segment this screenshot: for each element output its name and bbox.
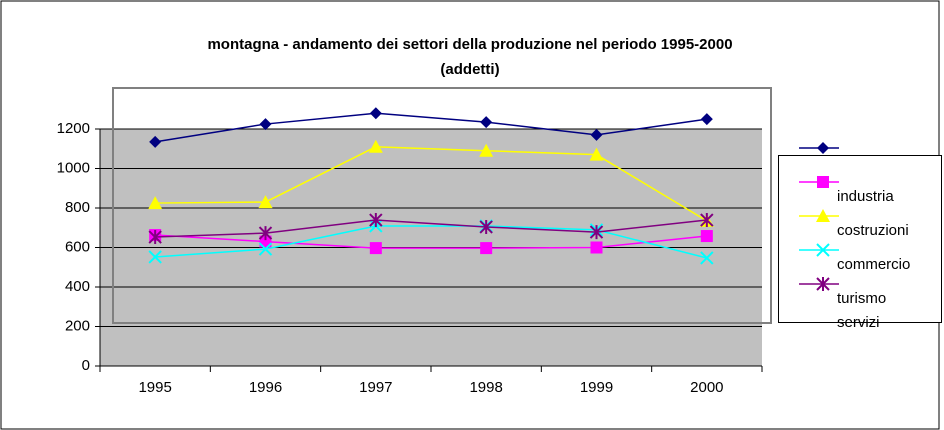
y-tick-label: 600 — [65, 238, 90, 255]
marker — [817, 176, 829, 188]
marker — [479, 143, 494, 157]
legend-label: industria — [837, 188, 894, 205]
frame-outline — [112, 87, 772, 324]
legend-swatch — [799, 142, 839, 154]
chart-title: (addetti) — [440, 61, 499, 78]
marker — [479, 219, 493, 234]
marker — [149, 135, 162, 148]
marker — [590, 128, 603, 141]
marker — [258, 195, 273, 209]
legend-label: turismo servizi — [837, 290, 887, 331]
marker — [480, 116, 493, 129]
y-tick-label: 200 — [65, 317, 90, 334]
y-tick-label: 1200 — [57, 120, 90, 137]
marker — [369, 242, 382, 255]
chart-title: montagna - andamento dei settori della p… — [207, 36, 732, 53]
x-tick-label: 1996 — [249, 379, 282, 396]
marker — [589, 225, 604, 240]
marker — [700, 113, 713, 126]
marker — [700, 251, 714, 265]
y-tick-label: 800 — [65, 199, 90, 216]
legend-swatch — [799, 176, 839, 188]
legend-label: commercio — [837, 256, 911, 273]
series-line — [155, 112, 707, 143]
legend-swatch — [799, 243, 839, 257]
marker — [258, 226, 273, 241]
marker — [259, 235, 272, 248]
marker — [148, 230, 162, 245]
legend: industria costruzioni commercio turismo ser… — [778, 142, 942, 331]
marker — [817, 142, 829, 154]
x-tick-label: 1995 — [138, 379, 171, 396]
x-tick-label: 1999 — [580, 379, 613, 396]
series-line — [155, 146, 708, 222]
series-line — [155, 234, 707, 249]
x-tick-label: 2000 — [690, 379, 723, 396]
y-tick-label: 400 — [65, 278, 90, 295]
x-tick-label: 1998 — [469, 379, 502, 396]
marker — [816, 209, 830, 222]
y-tick-label: 0 — [82, 357, 90, 374]
marker — [368, 139, 383, 153]
marker — [590, 241, 603, 254]
series-line — [155, 225, 708, 259]
marker — [700, 213, 714, 228]
marker — [589, 147, 604, 161]
marker — [148, 250, 162, 264]
marker — [369, 107, 382, 120]
marker — [700, 230, 713, 243]
series-line — [155, 219, 707, 238]
marker — [480, 242, 493, 255]
legend-swatch — [799, 209, 839, 222]
legend-swatch — [799, 277, 839, 291]
marker — [369, 213, 383, 228]
legend-label: costruzioni — [837, 222, 909, 239]
marker — [816, 277, 830, 291]
marker — [259, 118, 272, 131]
y-tick-label: 1000 — [57, 159, 90, 176]
x-tick-label: 1997 — [359, 379, 392, 396]
marker — [148, 196, 163, 210]
marker — [258, 242, 273, 256]
marker — [816, 243, 830, 257]
